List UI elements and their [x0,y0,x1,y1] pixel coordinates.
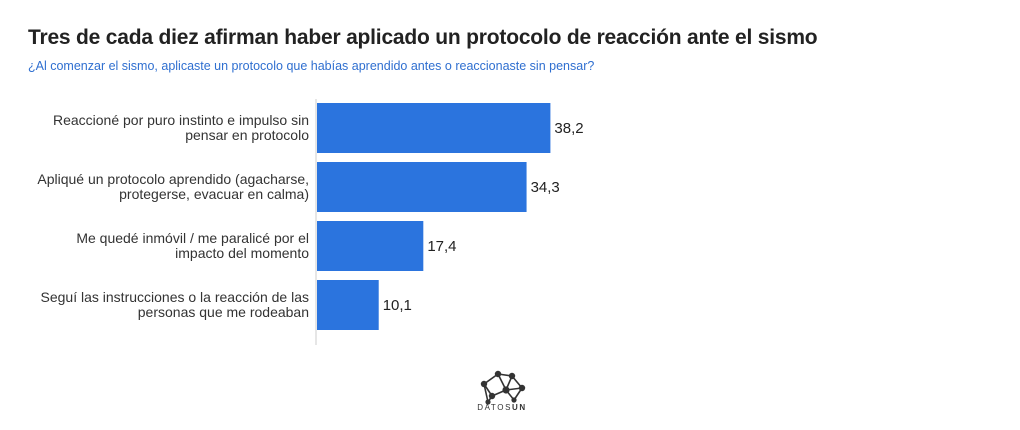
category-label: Me quedé inmóvil / me paralicé por el imp… [76,230,309,261]
bar-chart: 38,2 Reaccioné por puro instinto e impuls… [37,99,584,345]
bar-value-label: 10,1 [383,297,412,314]
category-label-line: Reaccioné por puro instinto e impulso si… [53,112,309,128]
datosun-logo-icon [480,370,526,405]
bar-value-label: 34,3 [531,179,560,196]
bar [317,103,551,153]
chart-subtitle: ¿Al comenzar el sismo, aplicaste un prot… [28,59,595,73]
category-label-line: personas que me rodeaban [138,304,309,320]
bar-value-label: 17,4 [427,238,456,255]
bar [317,280,379,330]
category-label: Reaccioné por puro instinto e impulso si… [53,112,309,143]
category-label-line: Seguí las instrucciones o la reacción de… [41,289,309,305]
category-label: Apliqué un protocolo aprendido (agachars… [37,171,309,202]
chart-title: Tres de cada diez afirman haber aplicado… [28,26,818,49]
logo-wordmark: DATOSUN [472,403,532,412]
bar [317,162,527,212]
logo-wordmark-bold: UN [512,403,527,412]
bar [317,221,424,271]
category-label: Seguí las instrucciones o la reacción de… [41,289,309,320]
category-label-line: pensar en protocolo [185,127,309,143]
category-label-line: protegerse, evacuar en calma) [119,186,309,202]
category-label-line: impacto del momento [175,245,309,261]
logo-wordmark-light: DATOS [477,403,513,412]
bar-value-label: 38,2 [554,120,583,137]
category-label-line: Apliqué un protocolo aprendido (agachars… [37,171,309,187]
category-label-line: Me quedé inmóvil / me paralicé por el [76,230,309,246]
